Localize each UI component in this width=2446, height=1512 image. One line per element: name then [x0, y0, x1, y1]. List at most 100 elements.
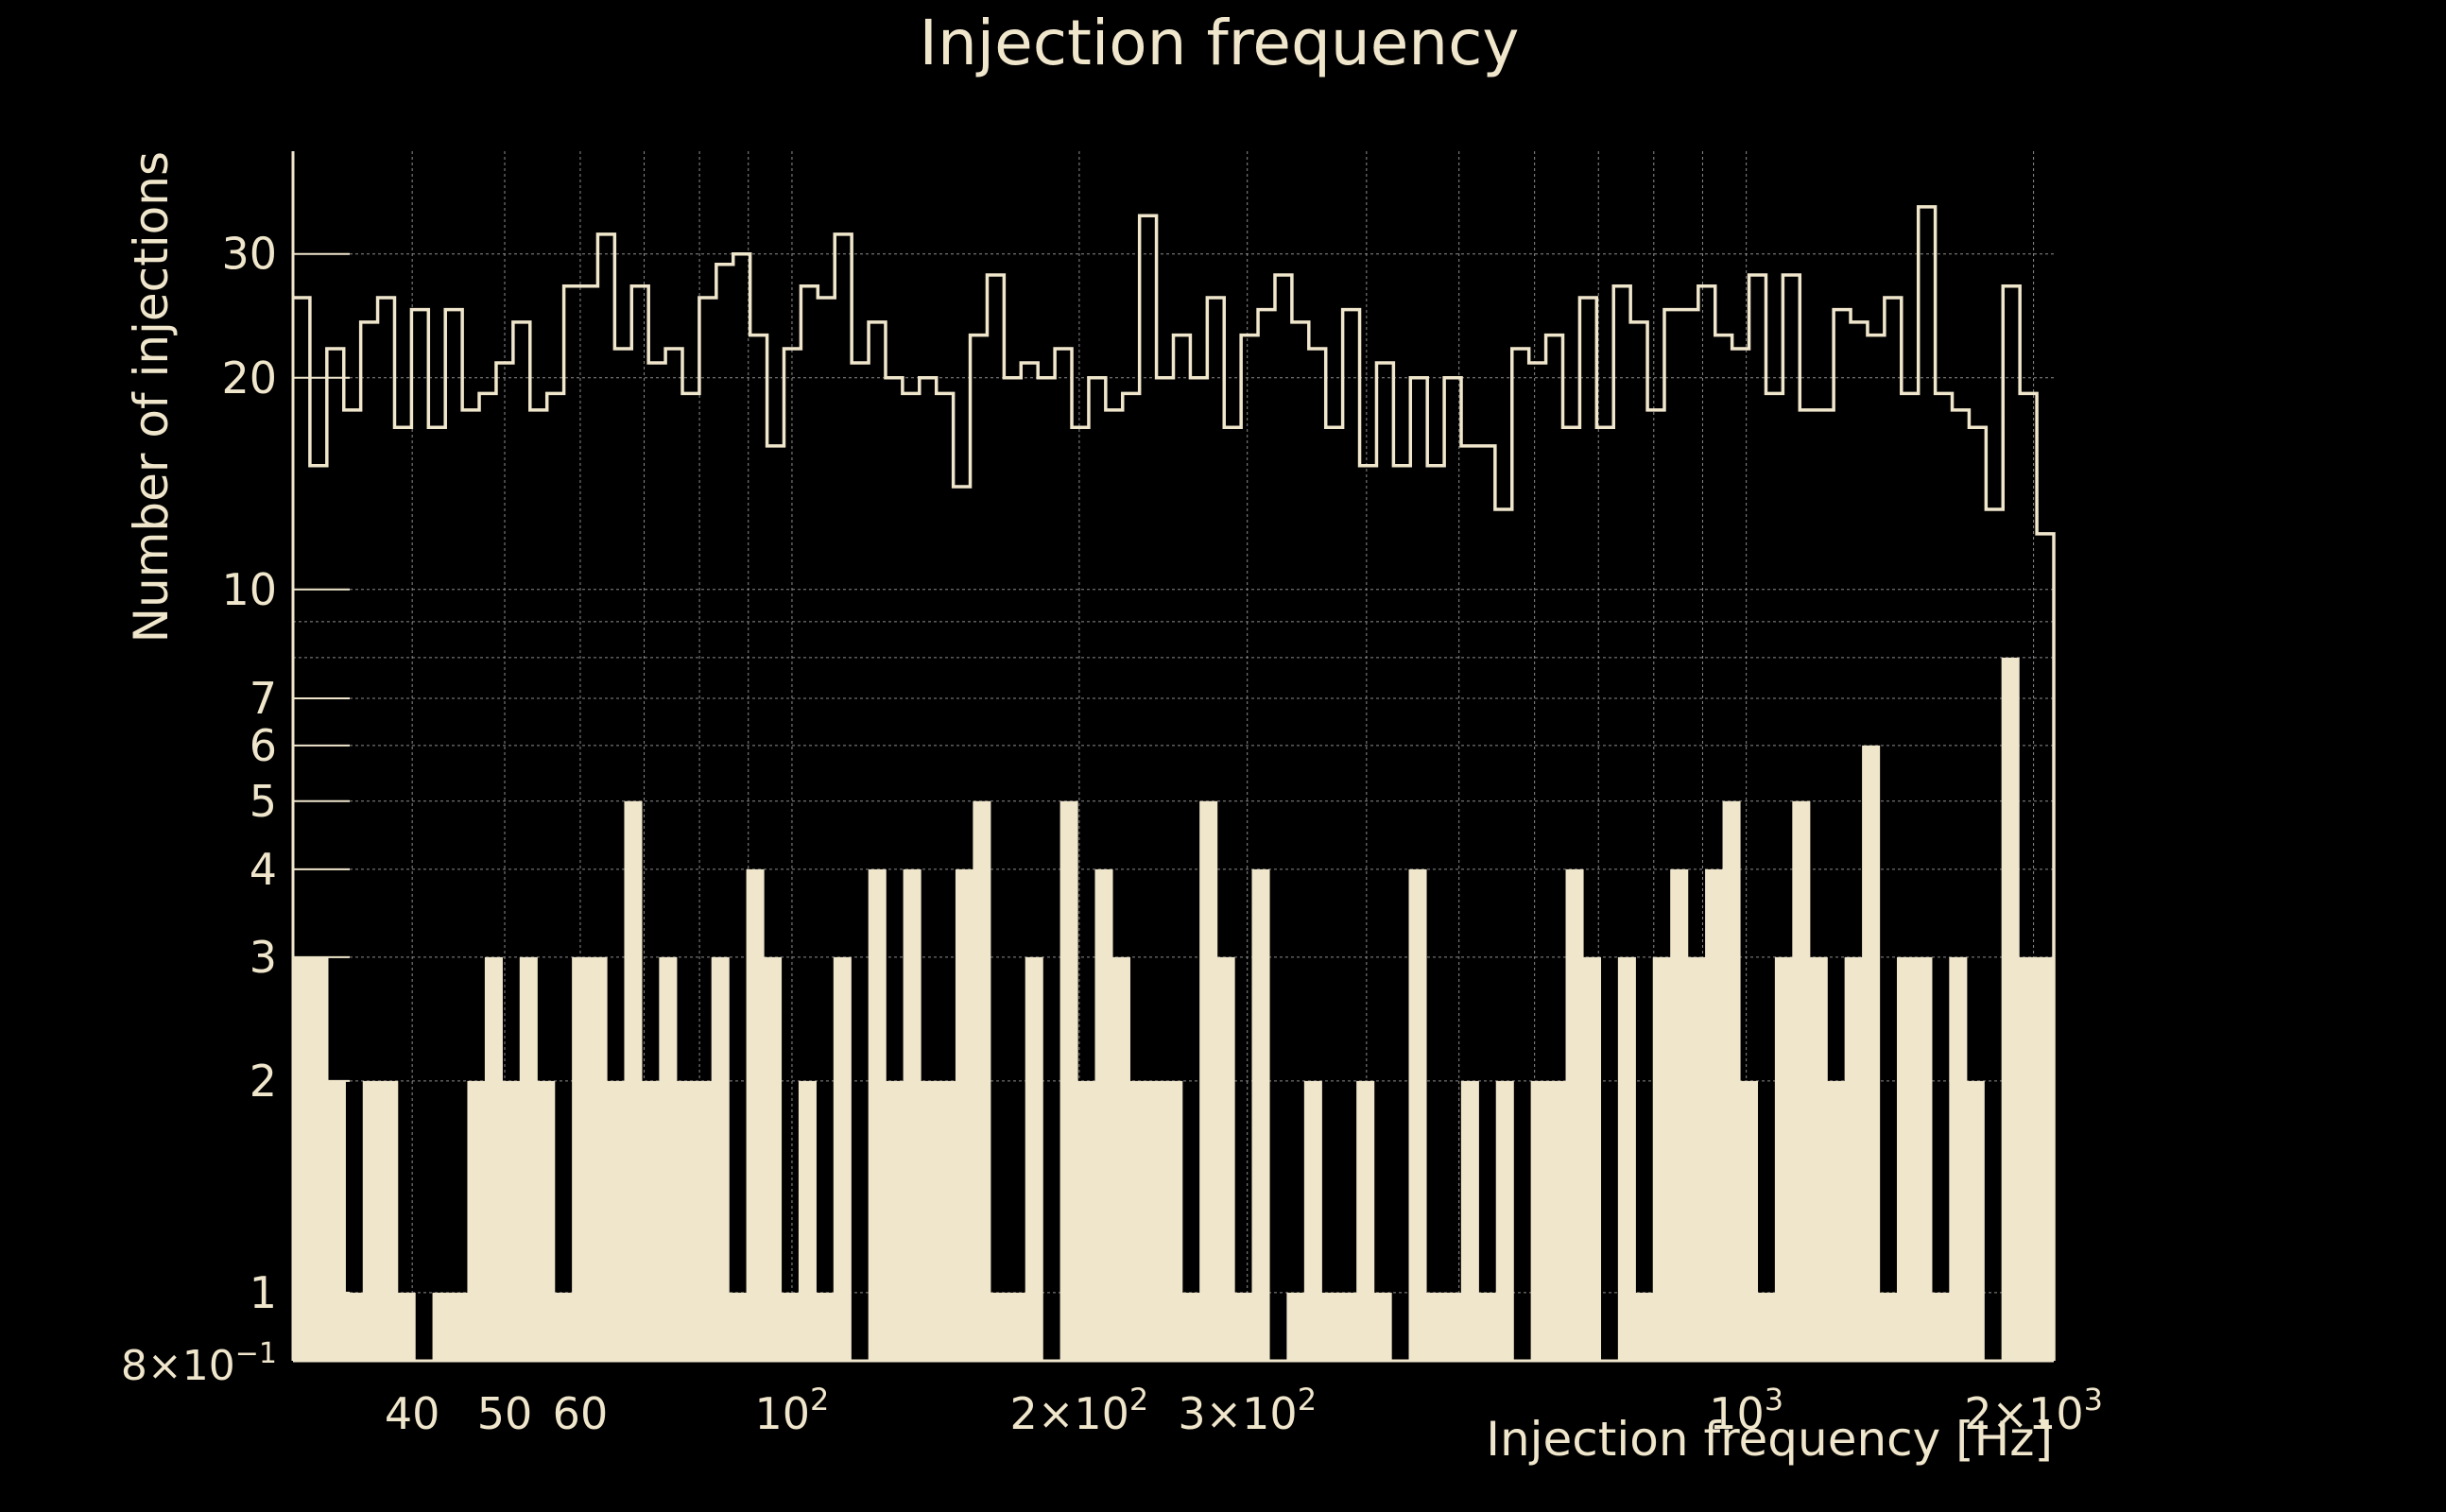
all-injections-step-line [293, 205, 2056, 1361]
found-bar [502, 1080, 521, 1361]
found-bar [1234, 1292, 1253, 1361]
found-bar [1705, 868, 1724, 1361]
found-bar [2036, 956, 2055, 1361]
found-bar [1286, 1292, 1305, 1361]
found-bar [938, 1080, 956, 1361]
found-bar [1809, 956, 1828, 1361]
found-bar [1164, 1080, 1183, 1361]
found-bar [1077, 1080, 1096, 1361]
found-bar [1792, 800, 1811, 1361]
found-bar [1129, 1080, 1148, 1361]
chart-title: Injection frequency [920, 7, 1520, 79]
found-bar [1827, 1080, 1846, 1361]
found-bar [1530, 1080, 1549, 1361]
found-bar [1408, 868, 1427, 1361]
found-bar [1757, 1292, 1776, 1361]
found-bar [1914, 956, 1933, 1361]
found-bar [1548, 1080, 1567, 1361]
all-injections-series [293, 205, 2056, 1361]
found-bar [781, 1292, 800, 1361]
found-bar [694, 1080, 713, 1361]
x-tick-label: 102 [754, 1382, 829, 1439]
found-bar [310, 956, 329, 1361]
found-bar [764, 956, 783, 1361]
found-bar [1565, 868, 1584, 1361]
found-bar [2001, 657, 2020, 1361]
found-bar [676, 1080, 695, 1361]
x-tick-label: 3×102 [1178, 1382, 1317, 1439]
found-bar [833, 956, 852, 1361]
found-bar [1111, 956, 1130, 1361]
found-bar [450, 1292, 469, 1361]
y-tick-label: 1 [250, 1267, 277, 1318]
y-tick-label: 3 [250, 932, 277, 983]
axes [291, 151, 2054, 1363]
found-bar [746, 868, 765, 1361]
found-bar [1949, 956, 1968, 1361]
found-bar [1478, 1292, 1497, 1361]
found-bar [1303, 1080, 1322, 1361]
found-bar [607, 1080, 626, 1361]
found-bar [816, 1292, 835, 1361]
y-tick-label: 5 [250, 776, 277, 827]
y-tick-label: 2 [250, 1056, 277, 1107]
x-tick-label: 40 [385, 1388, 440, 1439]
found-bar [1059, 800, 1078, 1361]
found-bar [572, 956, 591, 1361]
found-bar [2019, 956, 2038, 1361]
found-bar [1774, 956, 1793, 1361]
found-bar [1321, 1292, 1340, 1361]
found-bar [1879, 1292, 1898, 1361]
found-bar [1025, 956, 1043, 1361]
x-tick-label: 60 [553, 1388, 609, 1439]
found-bar [1635, 1292, 1654, 1361]
found-bar [1652, 956, 1671, 1361]
x-tick-label: 2×103 [1964, 1382, 2103, 1439]
found-bar [1356, 1080, 1375, 1361]
found-bar [990, 1292, 1008, 1361]
found-bar [1582, 956, 1602, 1361]
found-bar [798, 1080, 817, 1361]
found-bar [1460, 1080, 1479, 1361]
found-bar [519, 956, 538, 1361]
y-tick-label: 7 [250, 673, 277, 724]
x-tick-label: 2×102 [1010, 1382, 1149, 1439]
found-bar [1181, 1292, 1200, 1361]
found-bar [1722, 800, 1741, 1361]
y-axis-label: Number of injections [124, 151, 179, 643]
found-bar [1199, 800, 1218, 1361]
y-tick-label: 4 [250, 844, 277, 895]
found-bar [537, 1080, 556, 1361]
found-bar [641, 1080, 660, 1361]
found-bar [293, 956, 312, 1361]
found-bar [1670, 868, 1689, 1361]
found-bar [729, 1292, 748, 1361]
found-bar [1966, 1080, 1985, 1361]
found-bar [1373, 1292, 1392, 1361]
found-bar [1425, 1292, 1445, 1361]
found-bar [1862, 745, 1881, 1361]
found-bar [467, 1080, 486, 1361]
tick-labels: 1 2 3 4 567 10 20 30 8×10−1 40 50 60 102 2×102 3×102 10… [121, 229, 2103, 1439]
found-bar [362, 1080, 381, 1361]
found-bar [589, 956, 608, 1361]
found-bar [1931, 1292, 1950, 1361]
found-bar [432, 1292, 451, 1361]
y-tick-label: 30 [221, 229, 277, 280]
found-bar [903, 868, 922, 1361]
found-bar [1495, 1080, 1514, 1361]
y-tick-label: 20 [221, 352, 277, 404]
found-bar [1443, 1292, 1462, 1361]
found-bar [1896, 956, 1916, 1361]
found-bar [1617, 956, 1636, 1361]
found-bar [1008, 1292, 1026, 1361]
found-bar [624, 800, 643, 1361]
found-bar [1338, 1292, 1357, 1361]
found-bar [1146, 1080, 1165, 1361]
y-tick-label: 10 [221, 564, 277, 615]
y-tick-label: 6 [250, 720, 277, 771]
found-injections-bars [293, 657, 2055, 1361]
found-bar [659, 956, 678, 1361]
found-bar [1739, 1080, 1759, 1361]
